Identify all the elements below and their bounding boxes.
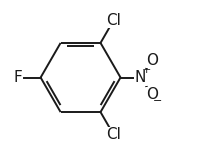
Text: Cl: Cl [107,13,122,28]
Text: N: N [134,70,146,85]
Text: O: O [146,87,158,102]
Text: Cl: Cl [107,127,122,142]
Text: O: O [146,53,158,68]
Text: −: − [153,96,163,106]
Text: F: F [14,70,23,85]
Text: +: + [142,65,151,75]
